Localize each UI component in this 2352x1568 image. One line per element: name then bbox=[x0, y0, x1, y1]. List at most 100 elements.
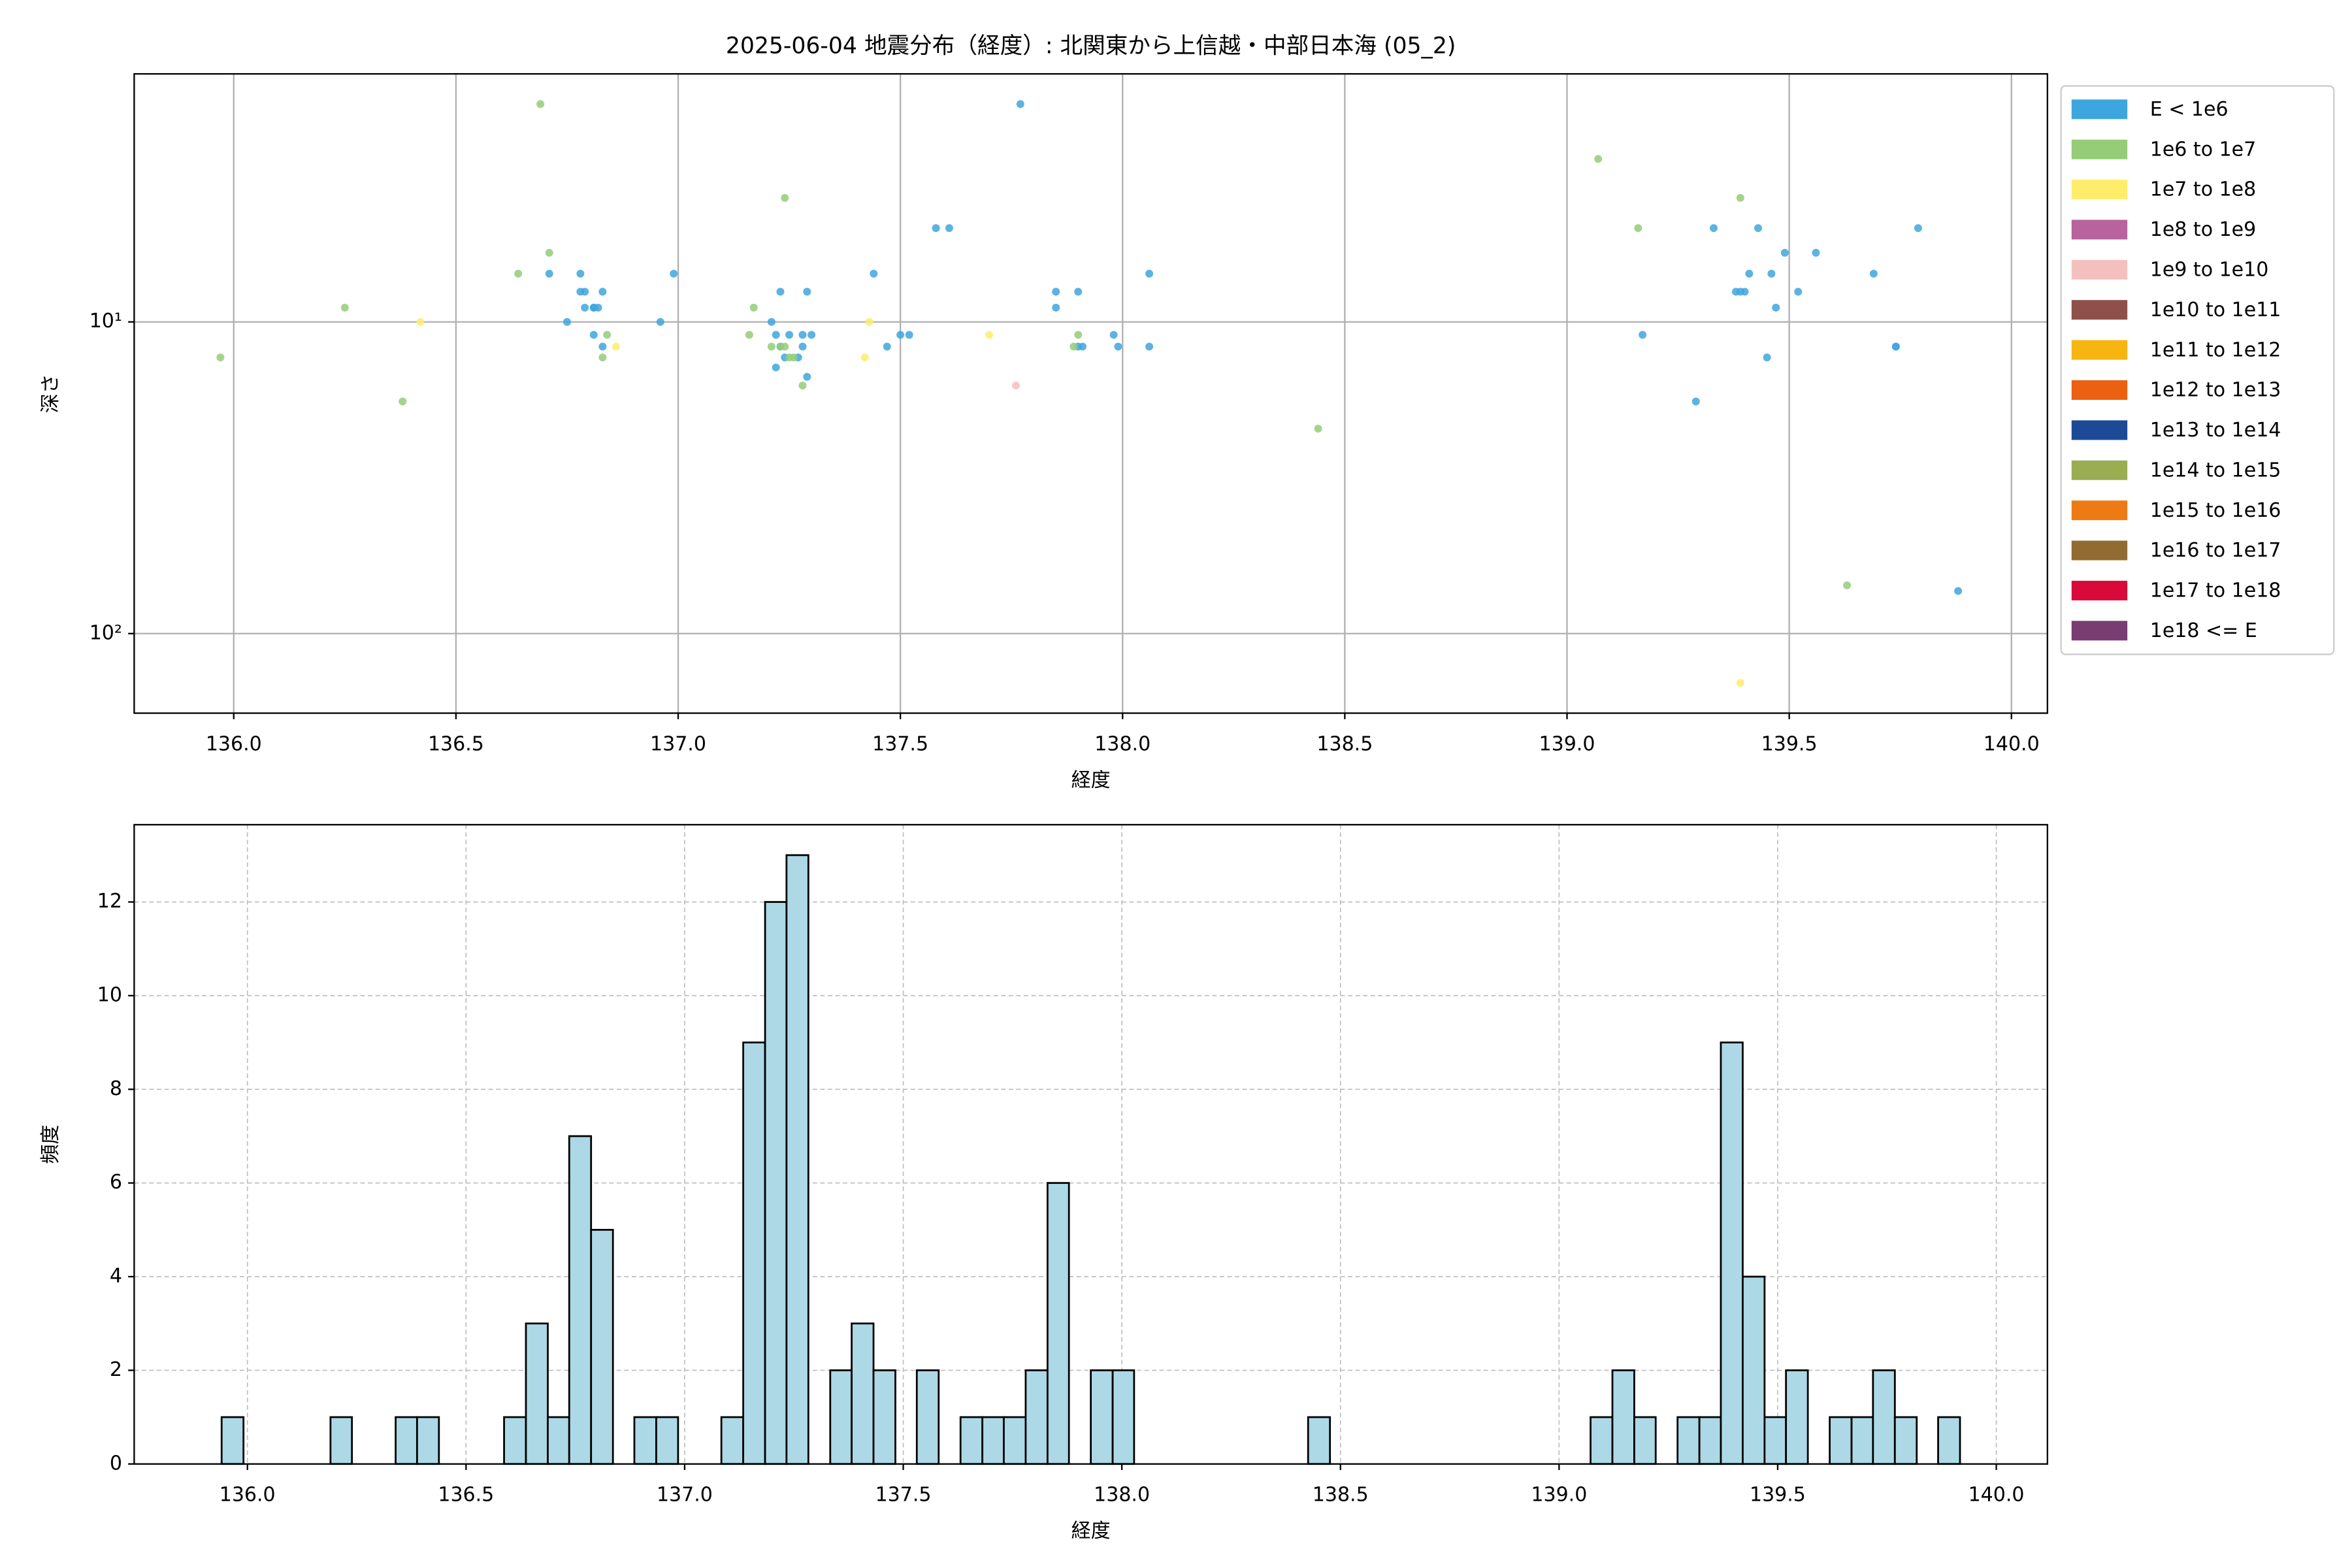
point bbox=[612, 342, 620, 351]
x-tick-label: 136.5 bbox=[438, 1484, 494, 1507]
point bbox=[860, 353, 869, 362]
bar bbox=[395, 1416, 418, 1465]
x-tick-label: 137.0 bbox=[657, 1484, 713, 1507]
point bbox=[1145, 269, 1154, 278]
legend-swatch bbox=[2071, 220, 2128, 240]
point bbox=[598, 342, 607, 351]
legend-label: E < 1e6 bbox=[2150, 98, 2229, 121]
legend-swatch bbox=[2071, 580, 2128, 600]
bar bbox=[959, 1416, 984, 1465]
legend-label: 1e9 to 1e10 bbox=[2150, 258, 2269, 281]
point bbox=[781, 342, 789, 351]
point bbox=[803, 372, 811, 381]
legend-swatch bbox=[2071, 259, 2128, 280]
point bbox=[870, 269, 878, 278]
x-tick-label: 140.0 bbox=[1968, 1484, 2025, 1507]
bar bbox=[503, 1416, 527, 1465]
point bbox=[1011, 382, 1020, 390]
point bbox=[563, 318, 571, 326]
point bbox=[1869, 269, 1878, 278]
bar bbox=[633, 1416, 657, 1465]
point bbox=[1780, 248, 1789, 257]
bar bbox=[981, 1416, 1005, 1465]
point bbox=[1070, 342, 1078, 351]
legend-label: 1e14 to 1e15 bbox=[2150, 459, 2281, 482]
x-tick-label: 138.5 bbox=[1313, 1484, 1369, 1507]
legend-label: 1e7 to 1e8 bbox=[2150, 178, 2256, 201]
point bbox=[1109, 331, 1118, 339]
point bbox=[603, 331, 612, 339]
x-tick-label: 136.0 bbox=[206, 733, 262, 756]
bar bbox=[1872, 1369, 1896, 1465]
point bbox=[1594, 155, 1603, 163]
bar bbox=[1111, 1369, 1135, 1465]
point bbox=[1954, 587, 1963, 595]
point bbox=[1843, 581, 1852, 589]
x-axis-label: 経度 bbox=[1071, 1520, 1111, 1543]
point bbox=[656, 318, 664, 326]
bar bbox=[1003, 1416, 1027, 1465]
legend: E < 1e6 1e6 to 1e7 1e7 to 1e8 1e8 to 1e9 1e9… bbox=[2060, 85, 2335, 655]
y-tick-label: 12 bbox=[97, 890, 122, 913]
point bbox=[1145, 342, 1154, 351]
bar bbox=[1676, 1416, 1701, 1465]
point bbox=[798, 382, 807, 390]
point bbox=[905, 331, 913, 339]
bar bbox=[590, 1228, 614, 1465]
bar bbox=[720, 1416, 744, 1465]
bar bbox=[1829, 1416, 1853, 1465]
point bbox=[1634, 224, 1642, 233]
legend-label: 1e8 to 1e9 bbox=[2150, 218, 2256, 241]
point bbox=[581, 303, 589, 312]
point bbox=[1794, 287, 1803, 296]
chart-title: 2025-06-04 地震分布（経度）: 北関東から上信越・中部日本海 (05_… bbox=[726, 33, 1456, 59]
legend-label: 1e11 to 1e12 bbox=[2150, 338, 2281, 361]
point bbox=[514, 269, 523, 278]
point bbox=[1767, 269, 1776, 278]
legend-swatch bbox=[2071, 621, 2128, 641]
x-tick-label: 140.0 bbox=[1984, 733, 2040, 756]
x-tick-label: 139.0 bbox=[1531, 1484, 1587, 1507]
legend-swatch bbox=[2071, 340, 2128, 360]
point bbox=[545, 269, 553, 278]
point bbox=[598, 287, 607, 296]
bar bbox=[1850, 1416, 1874, 1465]
point bbox=[1079, 342, 1087, 351]
point bbox=[1074, 331, 1083, 339]
point bbox=[670, 269, 678, 278]
point bbox=[945, 224, 953, 233]
bar bbox=[655, 1416, 679, 1465]
point bbox=[932, 224, 940, 233]
y-tick-label: 6 bbox=[110, 1171, 122, 1194]
x-axis-label: 経度 bbox=[1071, 769, 1111, 792]
point bbox=[798, 331, 807, 339]
point bbox=[1691, 397, 1700, 406]
point bbox=[536, 100, 545, 108]
bar bbox=[220, 1416, 245, 1465]
bar bbox=[829, 1369, 853, 1465]
point bbox=[1052, 303, 1060, 312]
x-tick-label: 138.0 bbox=[1094, 1484, 1150, 1507]
y-tick-label: 2 bbox=[110, 1358, 122, 1381]
point bbox=[1114, 342, 1122, 351]
x-tick-label: 137.5 bbox=[872, 733, 928, 756]
axes-frame bbox=[133, 73, 2048, 714]
bar bbox=[1590, 1416, 1614, 1465]
point bbox=[803, 287, 811, 296]
axes-frame bbox=[133, 824, 2048, 1465]
point bbox=[1740, 287, 1749, 296]
bar bbox=[1763, 1416, 1788, 1465]
bar bbox=[1633, 1416, 1657, 1465]
bar bbox=[1720, 1041, 1744, 1465]
point bbox=[1314, 425, 1322, 433]
point bbox=[785, 331, 794, 339]
x-tick-label: 137.5 bbox=[875, 1484, 932, 1507]
x-tick-label: 137.0 bbox=[650, 733, 706, 756]
point bbox=[340, 303, 349, 312]
point bbox=[781, 193, 789, 202]
point bbox=[1052, 287, 1060, 296]
bar bbox=[547, 1416, 570, 1465]
legend-swatch bbox=[2071, 420, 2128, 440]
